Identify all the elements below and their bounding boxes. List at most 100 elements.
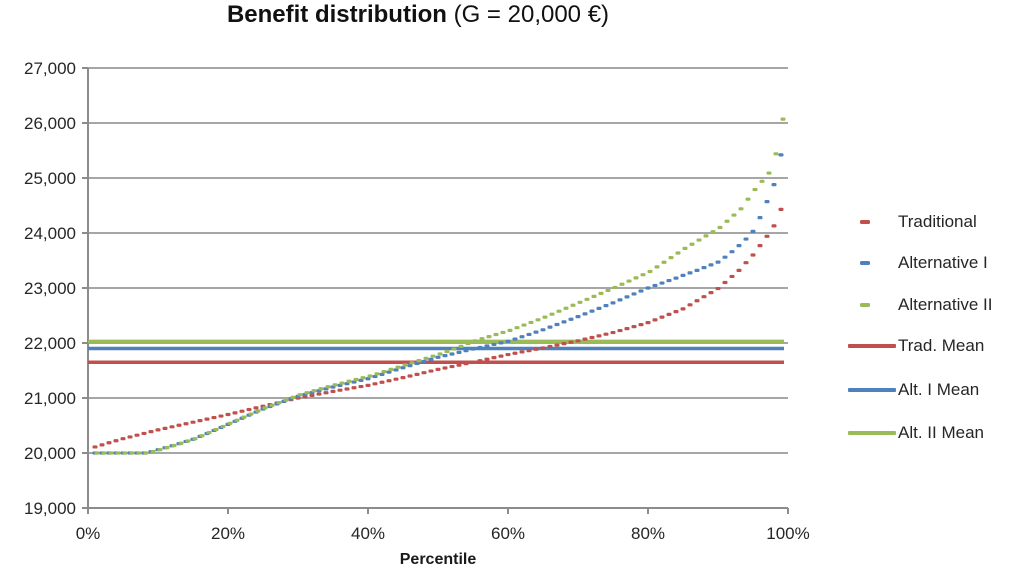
data-point [276, 401, 282, 405]
data-point [358, 378, 364, 382]
legend-label-trad-mean: Trad. Mean [898, 336, 985, 355]
legend-label-alt-1-mean: Alt. I Mean [898, 380, 980, 399]
data-point [722, 255, 728, 259]
data-point [414, 361, 420, 366]
legend-marker-alt-2-mean [848, 423, 896, 443]
data-point [400, 366, 406, 370]
data-point [507, 328, 513, 332]
data-point [519, 335, 525, 339]
data-point [178, 441, 184, 445]
data-point [127, 435, 133, 439]
y-tick-label: 27,000 [24, 59, 76, 78]
data-point [708, 263, 714, 267]
data-point [395, 365, 401, 369]
data-point [624, 326, 630, 331]
data-point [778, 153, 784, 157]
data-point [248, 412, 254, 416]
data-point [458, 344, 464, 348]
data-point [547, 325, 553, 329]
data-point [311, 389, 317, 393]
data-point [477, 359, 483, 363]
data-point [388, 367, 394, 371]
y-tick-label: 20,000 [24, 444, 76, 463]
data-point [351, 380, 357, 384]
data-point [687, 303, 693, 307]
data-point [654, 265, 660, 269]
chart-title: Benefit distribution (G = 20,000 €) [28, 1, 808, 29]
data-point [428, 357, 434, 361]
data-point [183, 422, 189, 426]
data-point [540, 328, 546, 332]
data-point [346, 379, 352, 383]
data-point [626, 279, 632, 283]
data-point [568, 317, 574, 321]
data-point [563, 306, 569, 310]
dash-marker-icon [860, 303, 870, 307]
data-point [729, 274, 735, 279]
data-point [360, 376, 366, 380]
data-point [164, 446, 170, 450]
data-point [575, 339, 581, 343]
data-point [414, 372, 420, 376]
legend-marker-alt-1-mean [848, 380, 896, 400]
data-point [729, 250, 735, 254]
data-point [122, 451, 128, 455]
data-point [407, 374, 413, 378]
data-point [498, 354, 504, 358]
data-point [521, 323, 527, 327]
data-point [589, 335, 595, 340]
data-point [757, 216, 763, 220]
data-point [526, 348, 532, 353]
data-point [533, 330, 539, 334]
data-point [435, 355, 441, 359]
data-point [192, 437, 198, 441]
legend-item-trad-mean: Trad. Mean [848, 336, 984, 356]
data-point [533, 347, 539, 351]
data-point [694, 268, 700, 272]
data-point [575, 315, 581, 319]
data-point [561, 320, 567, 324]
legend-label-alternative-1: Alternative I [898, 253, 988, 272]
data-point [771, 183, 777, 187]
data-point [561, 342, 567, 346]
data-point [297, 393, 303, 397]
data-point [554, 343, 560, 347]
data-point [696, 238, 702, 242]
data-point [498, 341, 504, 345]
data-point [136, 451, 142, 455]
data-point [540, 346, 546, 350]
data-point [372, 382, 378, 386]
data-point [652, 318, 658, 322]
x-tick-label: 40% [351, 524, 385, 543]
data-point [738, 207, 744, 211]
data-point [687, 271, 693, 275]
data-point [402, 363, 408, 367]
y-tick-label: 21,000 [24, 389, 76, 408]
legend-item-traditional: Traditional [848, 212, 977, 232]
data-point [358, 384, 364, 389]
data-point [442, 354, 448, 358]
data-point [344, 382, 350, 386]
data-point [449, 352, 455, 356]
data-point [437, 352, 443, 356]
data-point [204, 417, 210, 421]
data-point [724, 219, 730, 223]
line-marker-icon [848, 431, 896, 435]
data-point [647, 269, 653, 274]
data-point [115, 451, 121, 455]
data-point [703, 234, 709, 238]
data-point [717, 225, 723, 230]
data-point [631, 292, 637, 296]
data-point [225, 412, 231, 417]
legend-item-alternative-1: Alternative I [848, 253, 988, 273]
data-point [365, 383, 371, 387]
data-point [549, 312, 555, 316]
data-point [645, 321, 651, 325]
data-point [640, 273, 646, 277]
data-point [645, 286, 651, 290]
data-point [666, 278, 672, 283]
data-point [379, 380, 385, 384]
data-point [351, 386, 357, 390]
x-tick-label: 100% [766, 524, 809, 543]
